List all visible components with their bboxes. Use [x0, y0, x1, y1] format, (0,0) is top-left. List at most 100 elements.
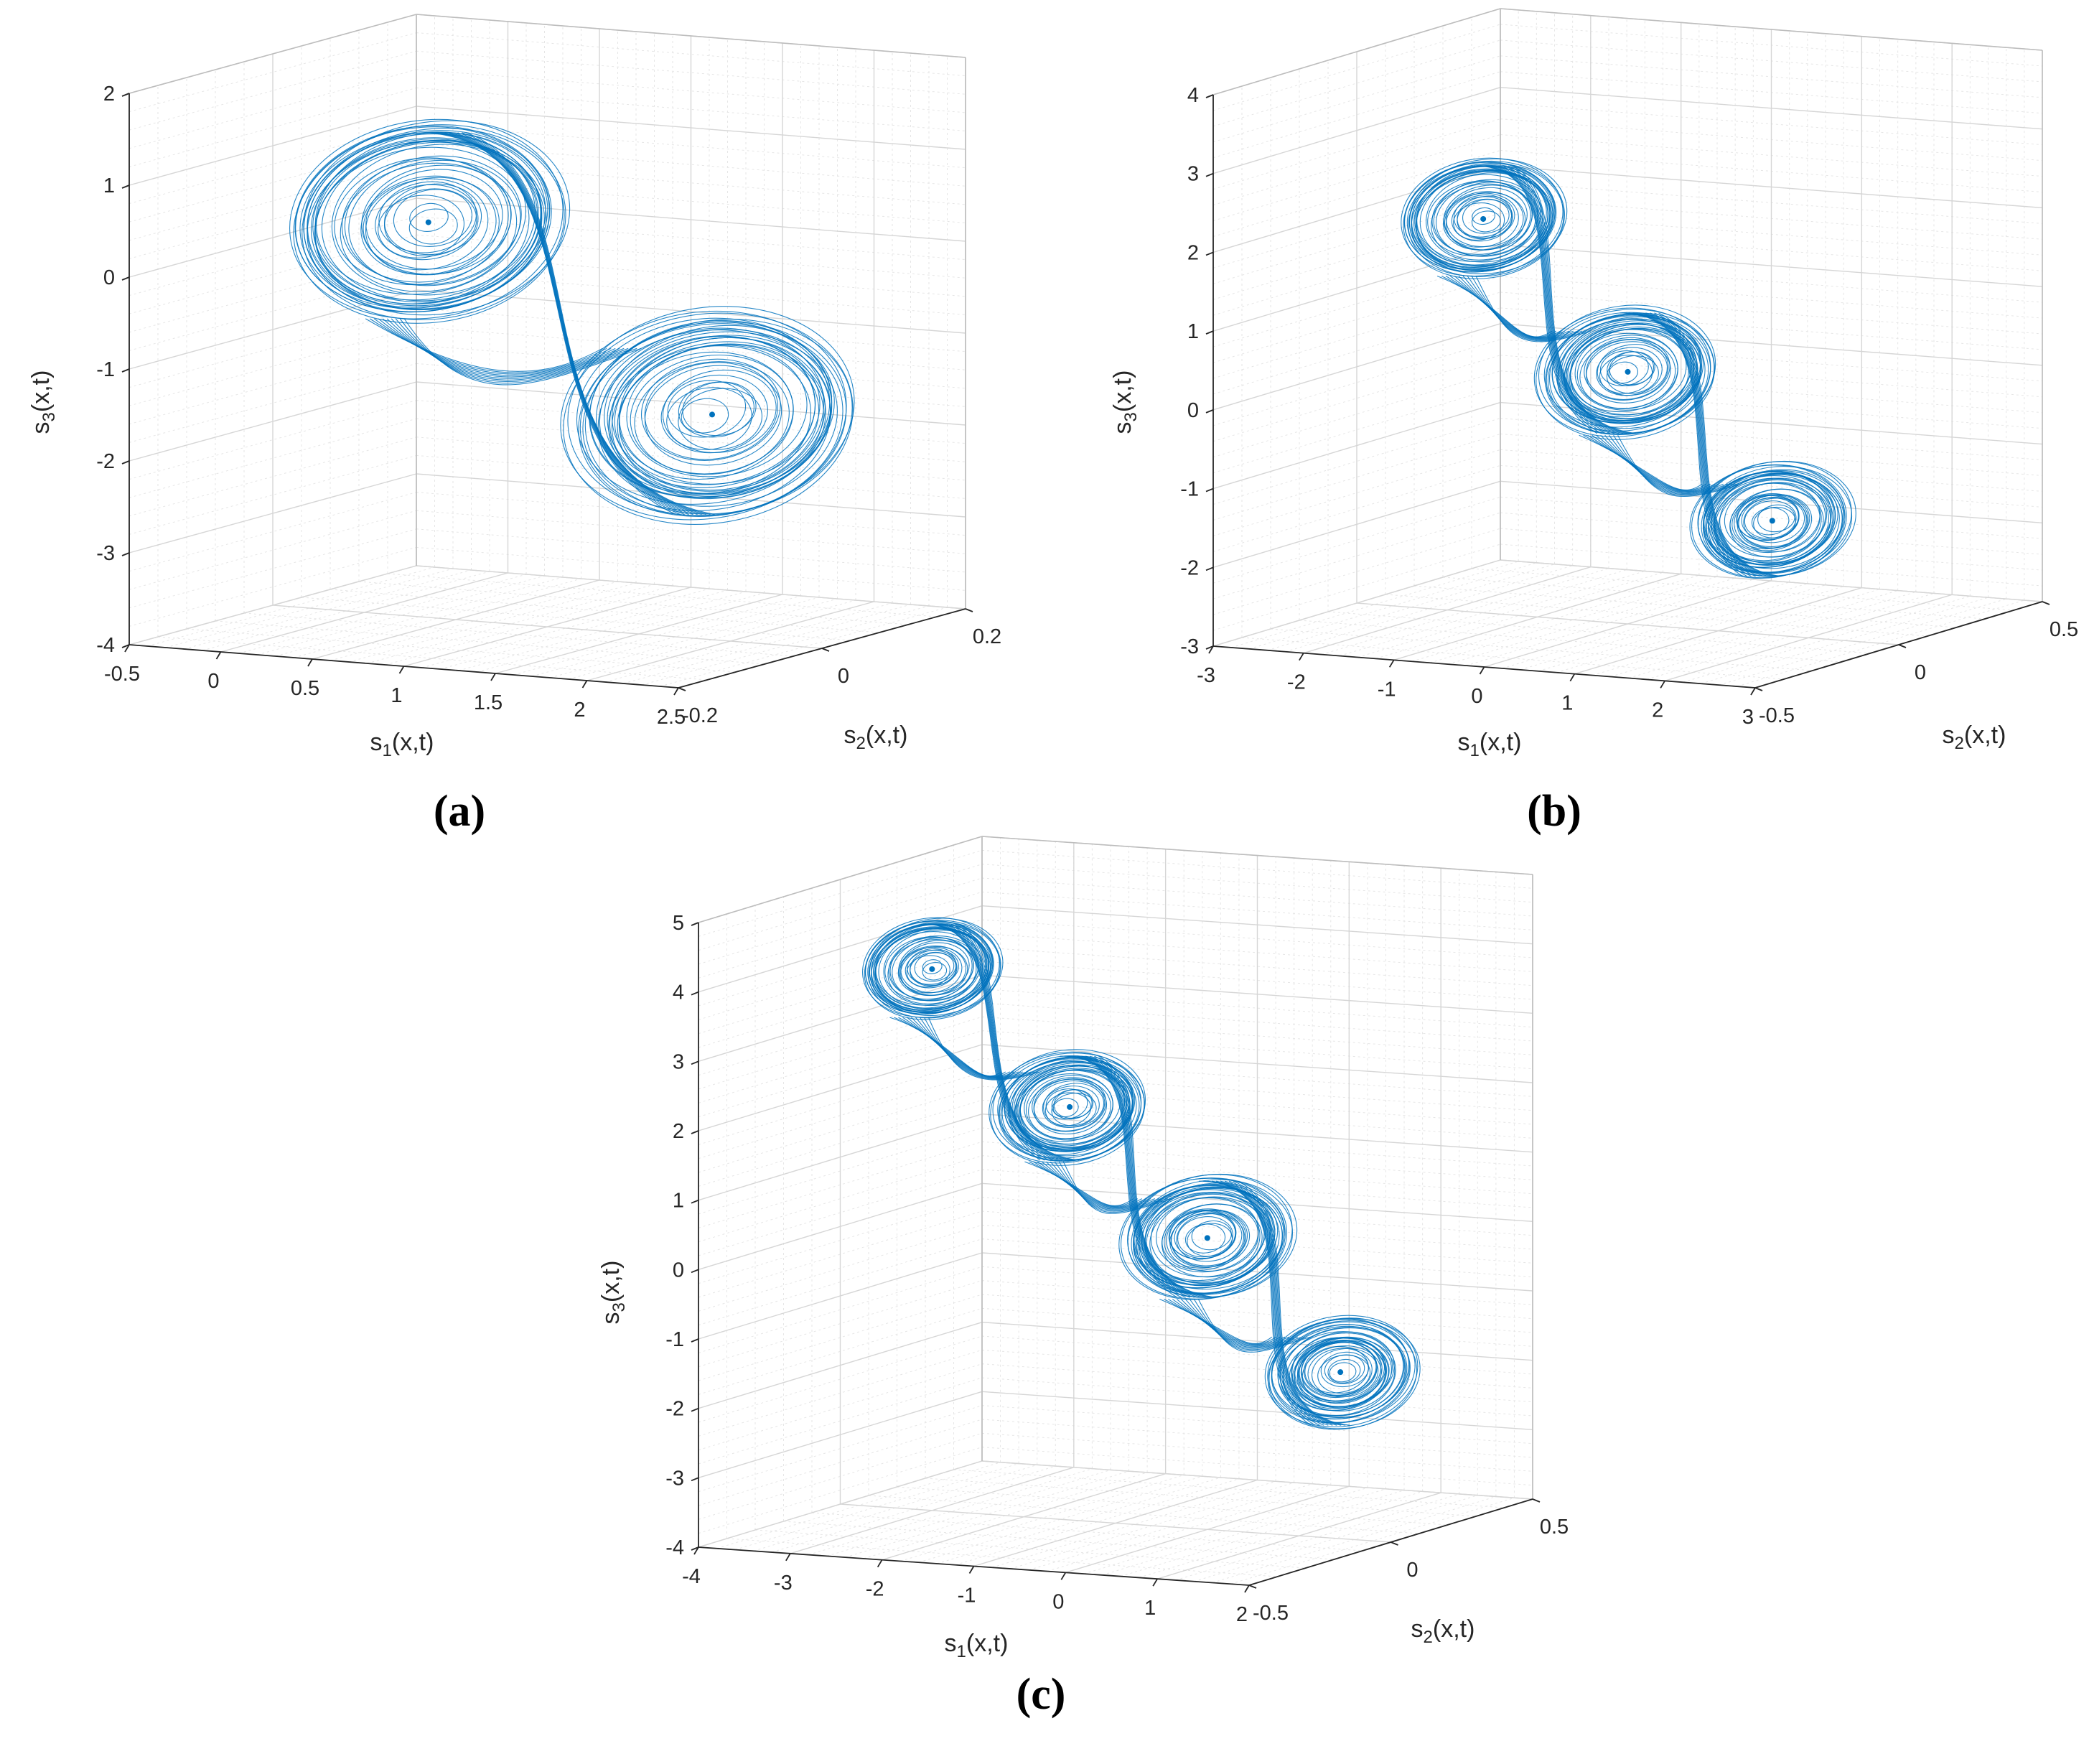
scroll-4-orbit	[1329, 1362, 1357, 1383]
floor-minor-gridline	[257, 575, 545, 655]
transfer-curve	[1645, 312, 1769, 577]
floor-minor-gridline	[900, 1474, 1184, 1562]
scroll-4-orbit	[1282, 1327, 1406, 1419]
scroll-1-orbit	[906, 955, 950, 988]
s3-tick-mark	[691, 1199, 699, 1204]
scroll-1-orbit	[409, 202, 449, 232]
s1-tick-mark	[1299, 653, 1304, 661]
scroll-1-orbit	[868, 921, 1001, 1019]
s3-tick-mark	[121, 276, 130, 281]
sidewall-minor-gridline	[698, 877, 983, 965]
transfer-curve	[1228, 1180, 1342, 1426]
s3-tick-label: 2	[103, 83, 115, 106]
scroll-1-orbit	[922, 959, 943, 974]
floor-minor-gridline	[1102, 1488, 1386, 1576]
scroll-1-orbit	[1471, 210, 1501, 233]
s1-axis-label: s1(x,t)	[945, 1630, 1009, 1661]
scroll-1-orbit	[331, 144, 539, 296]
scroll-3-orbit	[1169, 1210, 1236, 1260]
scroll-1-orbit	[887, 938, 977, 1004]
scroll-1-orbit	[378, 195, 464, 258]
backwall-gridline	[981, 1460, 1533, 1500]
transfer-curve	[1441, 275, 1557, 338]
sidewall-minor-gridline	[128, 345, 417, 425]
sidewall-minor-gridline	[698, 1280, 983, 1368]
s2-tick-mark	[1532, 1498, 1541, 1503]
transfer-curve	[1512, 165, 1636, 434]
axes: -4 -3 -2 -1 0 1 2 -0.500.5-4-3-2-1012345s1(x,t)…	[597, 912, 1569, 1661]
floor-minor-gridline	[1120, 1490, 1405, 1577]
scroll-1-orbit	[344, 155, 522, 286]
sidewall-minor-gridline	[698, 1155, 983, 1243]
scroll-1-orbit	[393, 189, 472, 247]
s1-tick-label: 1	[1561, 692, 1573, 715]
scroll-1-orbit	[365, 177, 500, 276]
transfer-curve	[933, 923, 1054, 1161]
sidewall-minor-gridline	[128, 492, 417, 572]
s3-tick-label: -4	[96, 634, 115, 657]
scroll-1-orbit	[897, 946, 967, 996]
s2-tick-mark	[1248, 1585, 1257, 1589]
floor-minor-gridline	[991, 1480, 1276, 1568]
floor-minor-gridline	[734, 1463, 1019, 1551]
sidewall-minor-gridline	[698, 1099, 983, 1187]
floor-minor-gridline	[937, 1477, 1221, 1564]
transfer-curve	[1062, 1161, 1172, 1214]
scroll-3-orbit	[1713, 479, 1831, 566]
backwall-gridline	[981, 1321, 1533, 1361]
grid	[128, 14, 966, 689]
s1-tick-mark	[124, 644, 130, 653]
sidewall-minor-gridline	[128, 418, 417, 498]
scroll-2-orbit	[560, 310, 847, 521]
scroll-1-orbit	[307, 130, 552, 309]
floor-minor-gridline	[623, 604, 911, 684]
transfer-curve	[1632, 312, 1756, 577]
scroll-2-orbit	[1533, 307, 1711, 437]
transfer-curve	[924, 1017, 1036, 1080]
s3-tick-label: 4	[1187, 84, 1199, 107]
backwall-gridline	[416, 197, 966, 242]
sidewall-minor-gridline	[128, 510, 417, 590]
scroll-2-orbit	[660, 374, 768, 454]
floor-minor-gridline	[1083, 1487, 1368, 1574]
floor-minor-gridline	[440, 589, 728, 670]
scroll-2-orbit	[678, 388, 763, 450]
scroll-4-orbit	[1286, 1337, 1388, 1411]
panel-c: -4 -3 -2 -1 0 1 2 -0.500.5-4-3-2-1012345s1(x,t)…	[597, 836, 1569, 1719]
transfer-curve	[1592, 434, 1715, 493]
scroll-3-orbit	[1139, 1182, 1285, 1290]
transfer-curve	[1474, 165, 1598, 434]
transfer-curve	[1471, 276, 1586, 342]
sidewall-minor-gridline	[698, 1141, 983, 1228]
scroll-1-orbit	[867, 923, 989, 1013]
scroll-2-orbit	[1017, 1065, 1131, 1149]
s2-tick-label: 0	[1406, 1559, 1418, 1582]
scroll-2-core	[1067, 1103, 1073, 1110]
backwall-gridline	[981, 1044, 1533, 1083]
floor-minor-gridline	[165, 568, 454, 648]
sidewall-minor-gridline	[698, 891, 983, 979]
scroll-1-orbit	[1443, 191, 1524, 251]
sidewall-minor-gridline	[128, 69, 417, 149]
scroll-3-orbit	[1732, 494, 1807, 550]
sidewall-minor-gridline	[698, 1058, 983, 1145]
floor-minor-gridline	[772, 1465, 1056, 1553]
sidewall-minor-gridline	[698, 1335, 983, 1423]
s2-tick-label: 0.5	[2050, 618, 2078, 641]
sidewall-gridline	[128, 381, 417, 462]
s2-tick-label: 0	[838, 665, 849, 688]
sidewall-minor-gridline	[128, 271, 417, 351]
sidewall-minor-gridline	[128, 528, 417, 609]
s1-tick-mark	[1569, 673, 1576, 682]
transfer-curve	[1046, 1161, 1156, 1210]
floor-minor-gridline	[716, 1462, 1001, 1549]
scroll-2-orbit	[1546, 314, 1711, 435]
transfer-curve	[1617, 435, 1741, 498]
sidewall-gridline	[698, 1113, 983, 1201]
box-edge	[1212, 8, 1501, 95]
sidewall-minor-gridline	[698, 1294, 983, 1381]
transfer-curve	[1060, 1055, 1177, 1298]
s3-tick-mark	[691, 1130, 699, 1134]
backwall-gridline	[981, 974, 1533, 1014]
